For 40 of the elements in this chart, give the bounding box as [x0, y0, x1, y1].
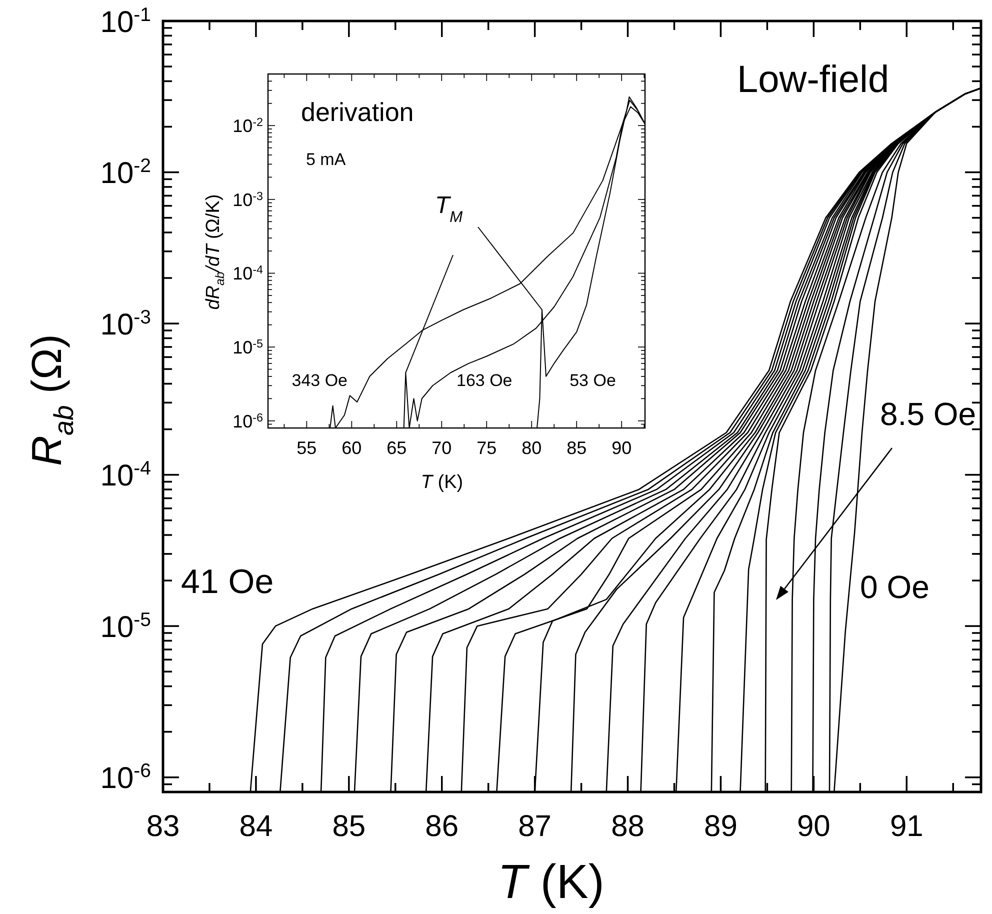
- y-tick-label: 10$^{-3}$: [232, 189, 263, 210]
- series-label: 163 Oe: [456, 371, 512, 390]
- annotation: 41 Oe: [181, 563, 274, 601]
- y-tick-label: 10$^{-6}$: [100, 760, 151, 796]
- series-label: 343 Oe: [292, 371, 348, 390]
- x-tick-label: 60: [342, 438, 362, 458]
- x-tick-label: 83: [146, 810, 180, 843]
- y-tick-label: 10$^{-4}$: [100, 458, 152, 493]
- annotation: 0 Oe: [860, 569, 930, 605]
- x-tick-label: 84: [239, 810, 273, 843]
- y-tick-label: 10$^{-3}$: [100, 306, 151, 342]
- annotation: derivation: [301, 97, 414, 127]
- x-tick-label: 85: [566, 438, 587, 458]
- x-tick-label: 80: [522, 438, 542, 458]
- annotation: 5 mA: [306, 150, 346, 169]
- x-tick-label: 55: [296, 438, 317, 458]
- y-tick-label: 10$^{-2}$: [100, 155, 151, 190]
- legend-label: 53 Oe: [570, 371, 616, 390]
- annotation: T$_{M}$: [435, 192, 463, 226]
- x-tick-label: 88: [611, 810, 644, 843]
- y-tick-label: 10$^{-2}$: [232, 116, 263, 136]
- annotation: 8.5 Oe: [880, 396, 976, 432]
- annotation: Low-field: [737, 59, 890, 101]
- x-axis-title: T (K): [498, 856, 604, 909]
- x-tick-label: 89: [704, 810, 738, 843]
- y-tick-label: 10$^{-5}$: [100, 608, 152, 644]
- x-tick-label: 90: [796, 810, 830, 843]
- x-tick-label: 85: [332, 810, 366, 843]
- x-tick-label: 70: [432, 438, 452, 458]
- y-tick-label: 10$^{-1}$: [100, 4, 151, 39]
- x-tick-label: 65: [386, 438, 407, 458]
- x-tick-label: 90: [612, 438, 632, 458]
- x-tick-label: 87: [518, 810, 552, 843]
- x-tick-label: 75: [476, 438, 497, 458]
- y-tick-label: 10$^{-5}$: [232, 337, 264, 358]
- x-axis-title: T (K): [420, 472, 464, 493]
- x-tick-label: 86: [425, 810, 459, 843]
- y-tick-label: 10$^{-6}$: [232, 410, 263, 432]
- x-tick-label: 91: [890, 810, 924, 843]
- y-tick-label: 10$^{-4}$: [232, 263, 264, 284]
